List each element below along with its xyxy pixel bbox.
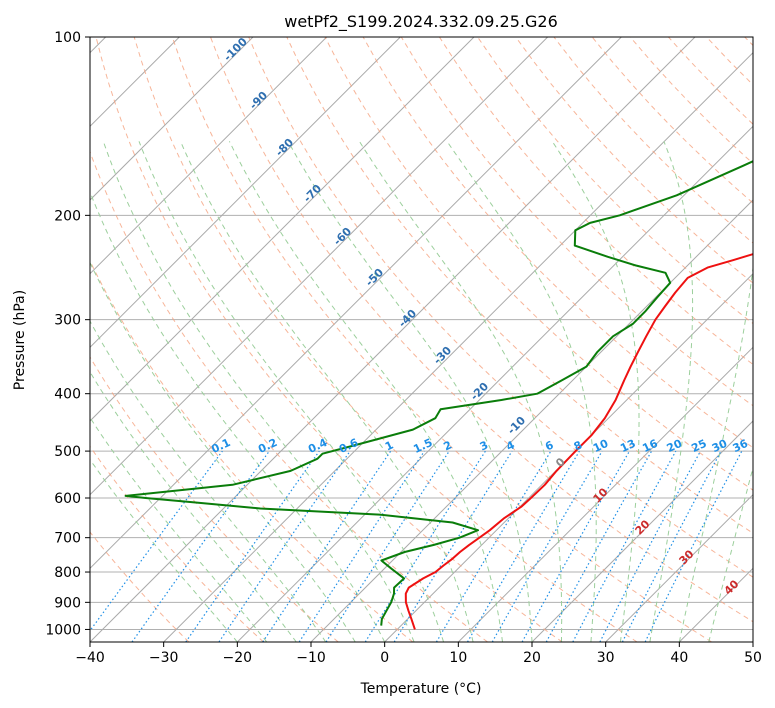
isotherm-line [90, 37, 475, 422]
mixing-ratio-label: 36 [731, 437, 751, 455]
x-tick-label: 50 [744, 650, 762, 666]
mixing-ratio-label: 10 [591, 437, 611, 455]
x-tick-label: −30 [149, 650, 179, 666]
chart-title: wetPf2_S199.2024.332.09.25.G26 [284, 12, 558, 32]
x-tick-label: −40 [75, 650, 105, 666]
dry-adiabat-line [90, 531, 190, 642]
dry-adiabat-line [248, 37, 753, 578]
x-axis-ticks: −40 −30 −20 −10 0 10 20 30 40 50 [75, 642, 762, 666]
moist-adiabat-line [180, 141, 474, 642]
isotherm-line [605, 493, 753, 642]
y-tick-label: 900 [54, 595, 81, 611]
moist-adiabat-line [138, 141, 445, 642]
mixing-ratio-line [393, 450, 513, 642]
isotherm-line [90, 37, 696, 642]
mixing-ratio-line [131, 450, 270, 642]
mixing-ratio-line [572, 450, 677, 642]
mixing-ratio-line [325, 450, 450, 642]
y-tick-label: 700 [54, 531, 81, 547]
x-tick-label: 30 [597, 650, 615, 666]
moist-adiabat-line [358, 141, 563, 642]
isotherm-line [90, 37, 328, 275]
y-tick-label: 300 [54, 313, 81, 329]
isotherm-line [90, 37, 622, 570]
mixing-ratio-line [90, 450, 223, 632]
x-tick-label: 40 [670, 650, 688, 666]
y-tick-label: 800 [54, 565, 81, 581]
mixing-ratio-line [298, 450, 425, 642]
isotherm-line [236, 125, 753, 642]
moist-adiabat-line [228, 141, 503, 642]
dry-adiabat-line [400, 37, 753, 407]
mixing-ratio-line [644, 450, 743, 642]
mixing-ratio-label: 25 [689, 437, 708, 455]
dry-adiabat-lines [90, 37, 753, 642]
moist-adiabat-line [90, 261, 356, 642]
plot-frame [89, 36, 754, 643]
dry-adiabat-line [90, 259, 414, 642]
y-axis-label: Pressure (hPa) [12, 290, 28, 390]
isotherm-line [384, 272, 753, 642]
moist-adiabat-line [678, 264, 753, 642]
dry-adiabat-line [438, 37, 753, 366]
moist-adiabat-lines [90, 141, 753, 642]
y-tick-label: 100 [54, 30, 81, 46]
mixing-ratio-label: 13 [618, 437, 637, 455]
moist-adiabat-line [90, 190, 386, 642]
isotherm-line [90, 37, 549, 496]
x-tick-label: −20 [223, 650, 253, 666]
y-tick-label: 600 [54, 491, 81, 507]
mixing-ratio-line [185, 450, 320, 642]
isotherm-line [531, 420, 753, 642]
y-tick-label: 1000 [45, 622, 81, 638]
x-tick-label: 0 [380, 650, 389, 666]
dry-adiabat-line [286, 37, 753, 534]
isotherm-line [90, 37, 254, 201]
isotherm-line [90, 37, 401, 349]
x-tick-label: −10 [296, 650, 326, 666]
x-tick-label: 20 [523, 650, 541, 666]
mixing-ratio-label: 30 [710, 437, 730, 455]
moist-adiabat-line [287, 141, 533, 642]
plot-area: 0.1 0.2 0.4 0.6 1 1.5 2 3 4 6 8 10 13 16 20 25 30 36-100-… [90, 37, 753, 642]
moist-adiabat-line [90, 320, 327, 642]
y-tick-label: 500 [54, 444, 81, 460]
mixing-ratio-line [218, 450, 351, 642]
dry-adiabat-line [90, 356, 339, 642]
mixing-ratio-lines [90, 450, 743, 642]
x-axis-label: Temperature (°C) [360, 681, 482, 697]
isotherm-line [163, 51, 753, 642]
profile-series [124, 160, 753, 630]
dry-adiabat-line [171, 37, 712, 642]
y-axis-ticks: 100 200 300 400 500 600 700 800 900 1000 [45, 30, 90, 638]
moist-adiabat-line [551, 141, 640, 642]
mixing-ratio-line [545, 450, 653, 642]
moist-adiabat-line [649, 141, 694, 642]
x-tick-label: 10 [449, 650, 467, 666]
dry-adiabat-line [210, 37, 753, 623]
y-tick-label: 400 [54, 387, 81, 403]
moist-adiabat-line [708, 465, 753, 642]
dry-adiabat-line [95, 37, 563, 642]
isotherm-line [457, 346, 753, 642]
dry-adiabat-line [90, 150, 488, 642]
isotherm-lines [90, 37, 753, 642]
pressure-gridlines [90, 37, 753, 630]
dry-adiabat-line [90, 445, 264, 642]
dry-adiabat-line [515, 37, 753, 284]
mixing-ratio-line [262, 450, 392, 642]
temperature-profile-line [404, 253, 753, 630]
mixing-ratio-label: 16 [640, 437, 660, 455]
mixing-ratio-line [521, 450, 631, 642]
mixing-ratio-label: 20 [665, 437, 685, 455]
y-tick-label: 200 [54, 208, 81, 224]
dewpoint-profile-line [124, 160, 753, 626]
dry-adiabat-line [133, 37, 638, 642]
